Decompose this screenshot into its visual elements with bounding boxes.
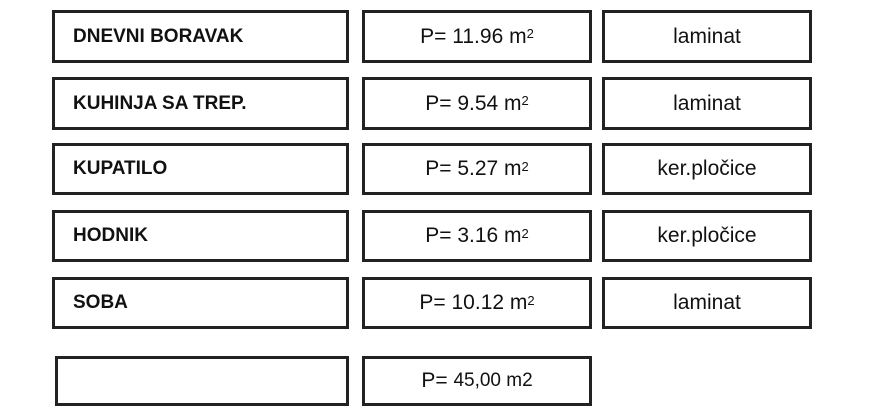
area-value: P= 11.96 m	[420, 24, 527, 48]
area-value: P= 10.12 m	[419, 291, 528, 314]
floor-material: ker.pločice	[657, 224, 757, 247]
room-name-cell: KUHINJA SA TREP.	[52, 77, 349, 130]
room-name-cell: HODNIK	[52, 210, 349, 262]
room-name-cell: DNEVNI BORAVAK	[52, 10, 349, 63]
total-area-value: 45,00 m2	[453, 370, 533, 391]
area-unit-exponent: 2	[521, 93, 529, 108]
floor-cell: laminat	[602, 277, 812, 329]
room-name: KUHINJA SA TREP.	[73, 92, 247, 114]
room-name: DNEVNI BORAVAK	[73, 25, 244, 47]
floor-cell: laminat	[602, 10, 812, 63]
total-label-cell	[55, 356, 349, 406]
room-name-cell: KUPATILO	[52, 143, 349, 195]
room-name-cell: SOBA	[52, 277, 349, 329]
room-name: SOBA	[73, 292, 128, 313]
area-unit-exponent: 2	[526, 26, 534, 41]
room-name: HODNIK	[73, 225, 148, 246]
floor-cell: ker.pločice	[602, 210, 812, 262]
floor-material: ker.pločice	[657, 157, 757, 180]
area-unit-exponent: 2	[521, 225, 529, 241]
floor-cell: ker.pločice	[602, 143, 812, 195]
area-unit-exponent: 2	[521, 158, 529, 174]
floor-material: laminat	[673, 291, 741, 314]
floor-cell: laminat	[602, 77, 812, 130]
area-unit-exponent: 2	[527, 292, 535, 308]
floor-material: laminat	[673, 91, 741, 115]
room-name: KUPATILO	[73, 158, 168, 179]
area-value: P= 5.27 m	[425, 157, 522, 180]
area-value: P= 9.54 m	[425, 91, 522, 115]
total-prefix: P=	[421, 369, 454, 392]
floor-material: laminat	[673, 24, 741, 48]
total-area-cell: P= 45,00 m2	[362, 356, 592, 406]
area-value: P= 3.16 m	[425, 224, 522, 247]
